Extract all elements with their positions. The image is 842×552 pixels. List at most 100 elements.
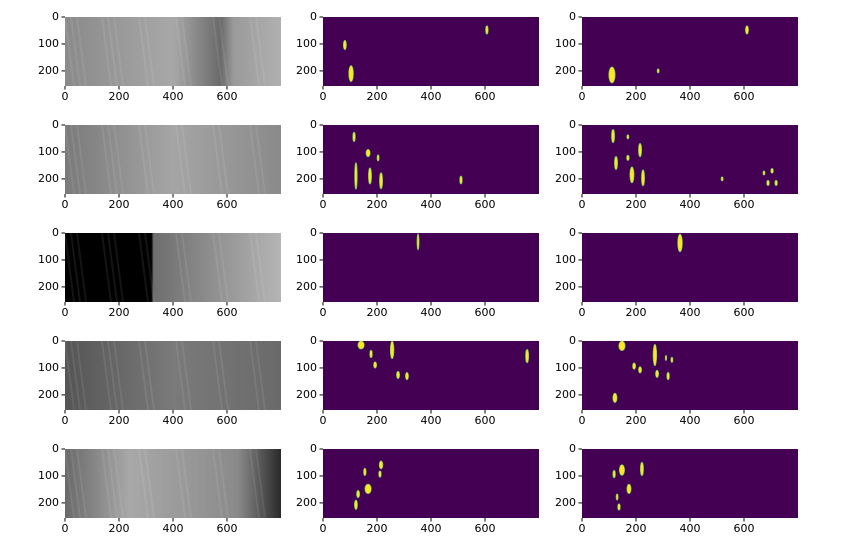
texture [212,340,223,411]
x-tick-label: 400 [421,306,442,319]
x-tick-label: 600 [217,306,238,319]
x-tick-label: 200 [626,522,647,535]
texture [181,232,192,303]
texture [175,340,186,411]
texture [138,16,149,87]
defect-blob [378,470,382,478]
texture [249,448,260,519]
texture [76,16,87,87]
defect-blob [369,349,373,359]
y-tick-label: 200 [38,172,59,185]
x-tick-label: 0 [62,90,69,103]
x-tick-label: 0 [579,414,586,427]
texture [101,124,112,195]
texture [138,124,149,195]
x-tick-label: 0 [62,306,69,319]
x-tick-label: 400 [163,414,184,427]
x-tick-label: 400 [163,90,184,103]
x-tick-label: 0 [320,414,327,427]
y-tick-label: 100 [555,361,576,374]
y-tick-label: 200 [38,280,59,293]
defect-blob [612,392,618,404]
y-tick-label: 200 [38,496,59,509]
texture [101,448,112,519]
x-tick-label: 200 [626,414,647,427]
x-tick-label: 400 [680,306,701,319]
texture [70,340,81,411]
x-tick-label: 600 [734,414,755,427]
y-tick-label: 0 [310,334,317,347]
texture [70,232,81,303]
image [65,125,281,194]
x-tick-label: 600 [475,522,496,535]
y-tick-label: 0 [52,118,59,131]
texture [249,124,260,195]
texture [212,16,223,87]
y-tick-label: 200 [38,388,59,401]
y-tick-label: 0 [310,226,317,239]
y-tick-label: 0 [569,334,576,347]
texture [144,124,155,195]
x-tick-label: 200 [109,522,130,535]
texture [175,232,186,303]
y-tick-label: 0 [569,10,576,23]
defect-blob [652,343,658,367]
x-tick-label: 400 [680,414,701,427]
defect-blob [354,162,358,190]
y-tick-label: 0 [52,10,59,23]
texture [144,232,155,303]
texture [76,448,87,519]
x-tick-label: 200 [109,198,130,211]
y-tick-label: 200 [555,64,576,77]
texture [249,16,260,87]
x-tick-label: 0 [579,198,586,211]
x-tick-label: 400 [421,90,442,103]
x-tick-label: 200 [367,198,388,211]
y-tick-label: 200 [296,172,317,185]
y-tick-label: 200 [555,172,576,185]
texture [107,340,118,411]
defect-blob [670,356,674,363]
x-tick-label: 200 [626,198,647,211]
texture [212,232,223,303]
x-tick-label: 400 [680,522,701,535]
x-tick-label: 400 [421,414,442,427]
x-tick-label: 400 [163,198,184,211]
defect-blob [405,371,409,381]
texture [64,124,75,195]
defect-blob [342,39,347,51]
image [323,233,539,302]
texture [64,340,75,411]
y-tick-label: 0 [569,442,576,455]
image [65,341,281,410]
x-tick-label: 0 [62,522,69,535]
texture [255,232,266,303]
x-tick-label: 600 [734,306,755,319]
texture [255,340,266,411]
defect-blob [617,503,621,511]
texture [175,16,186,87]
texture [138,232,149,303]
x-tick-label: 200 [109,306,130,319]
texture [107,124,118,195]
image [582,449,798,518]
defect-blob [364,483,372,495]
defect-blob [611,129,615,144]
defect-blob [373,361,378,369]
x-tick-label: 600 [734,90,755,103]
texture [255,16,266,87]
x-tick-label: 600 [475,90,496,103]
y-tick-label: 200 [38,64,59,77]
x-tick-label: 600 [475,306,496,319]
texture [70,124,81,195]
image [323,449,539,518]
defect-blob [525,349,530,364]
texture [144,448,155,519]
image [65,449,281,518]
texture [181,340,192,411]
texture [218,448,229,519]
defect-blob [720,176,724,182]
texture [113,448,124,519]
x-tick-label: 600 [217,522,238,535]
defect-blob [638,143,642,158]
